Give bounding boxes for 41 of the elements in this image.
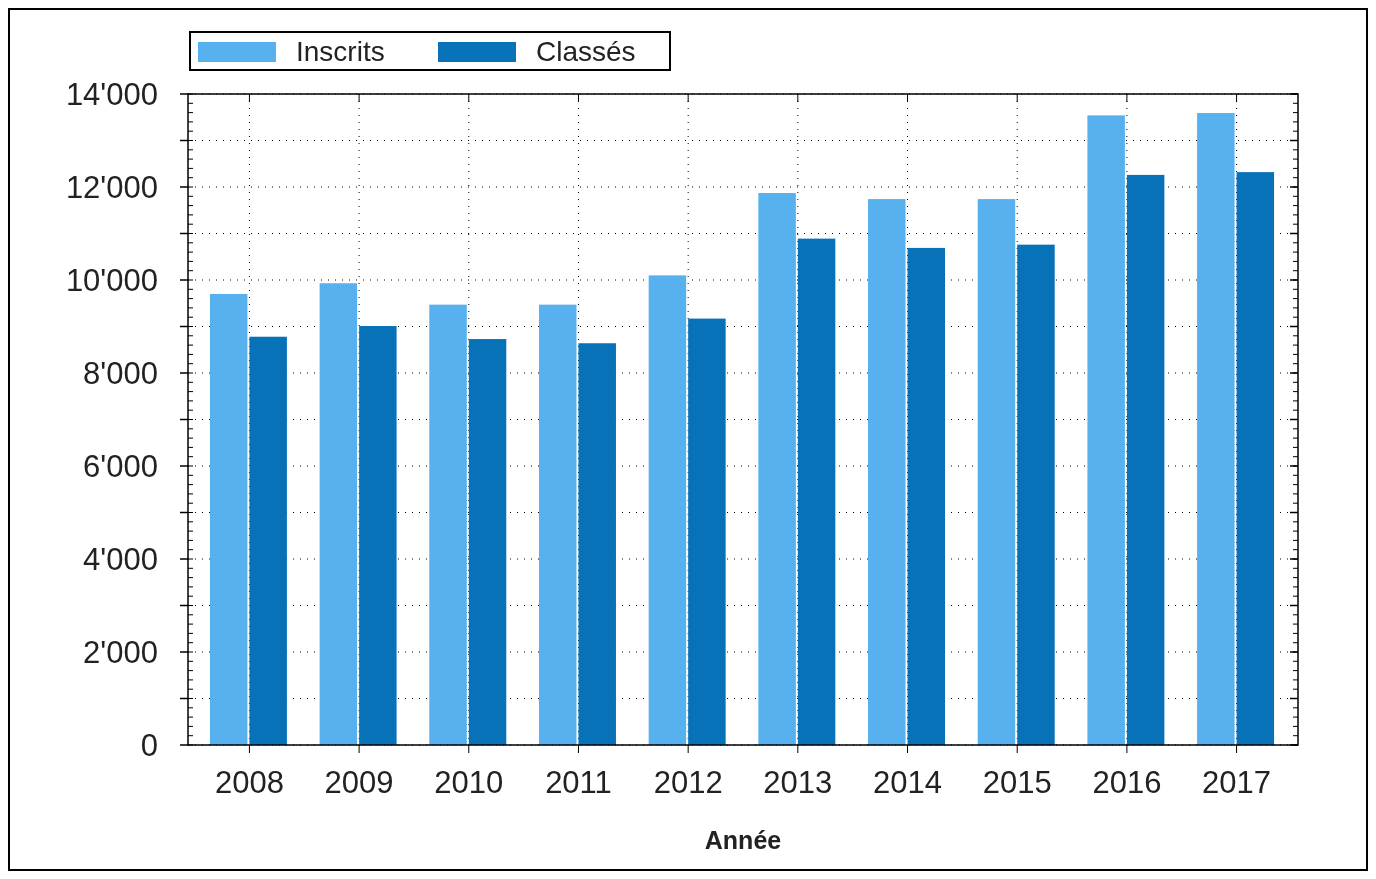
bar (1236, 172, 1275, 745)
x-tick-label: 2014 (873, 765, 943, 800)
x-tick-label: 2010 (434, 765, 504, 800)
bar (429, 304, 467, 745)
y-tick-label: 0 (140, 727, 158, 763)
bar (1126, 174, 1165, 745)
x-tick-label: 2015 (982, 765, 1052, 800)
bar (758, 193, 796, 745)
y-tick-label: 12'000 (65, 169, 158, 205)
bar (1197, 113, 1235, 745)
x-tick-label: 2016 (1092, 765, 1162, 800)
x-axis-title: Année (704, 826, 782, 854)
bar (209, 293, 248, 745)
bar (319, 283, 358, 745)
bar (907, 247, 946, 745)
x-tick-label: 2017 (1202, 765, 1272, 800)
legend-label: Inscrits (296, 35, 385, 67)
bar (578, 343, 616, 745)
y-tick-label: 6'000 (83, 448, 158, 484)
bar (868, 199, 906, 745)
x-tick-label: 2012 (653, 765, 723, 800)
x-tick-label: 2013 (763, 765, 833, 800)
bar (1087, 115, 1125, 745)
bar (249, 336, 287, 745)
bar (359, 326, 397, 745)
y-tick-label: 2'000 (83, 634, 158, 670)
bar (688, 318, 726, 745)
x-tick-label: 2008 (214, 765, 284, 800)
bar (977, 199, 1016, 745)
bar (468, 339, 507, 745)
bar (1017, 244, 1055, 745)
bar (648, 275, 687, 745)
y-tick-label: 4'000 (83, 541, 158, 577)
x-tick-label: 2009 (324, 765, 394, 800)
y-tick-label: 14'000 (65, 76, 158, 112)
y-tick-label: 10'000 (65, 262, 158, 298)
y-tick-label: 8'000 (83, 355, 158, 391)
legend-label: Classés (536, 35, 636, 67)
bar (797, 238, 836, 745)
x-tick-label: 2011 (545, 765, 612, 800)
bar (538, 304, 577, 745)
